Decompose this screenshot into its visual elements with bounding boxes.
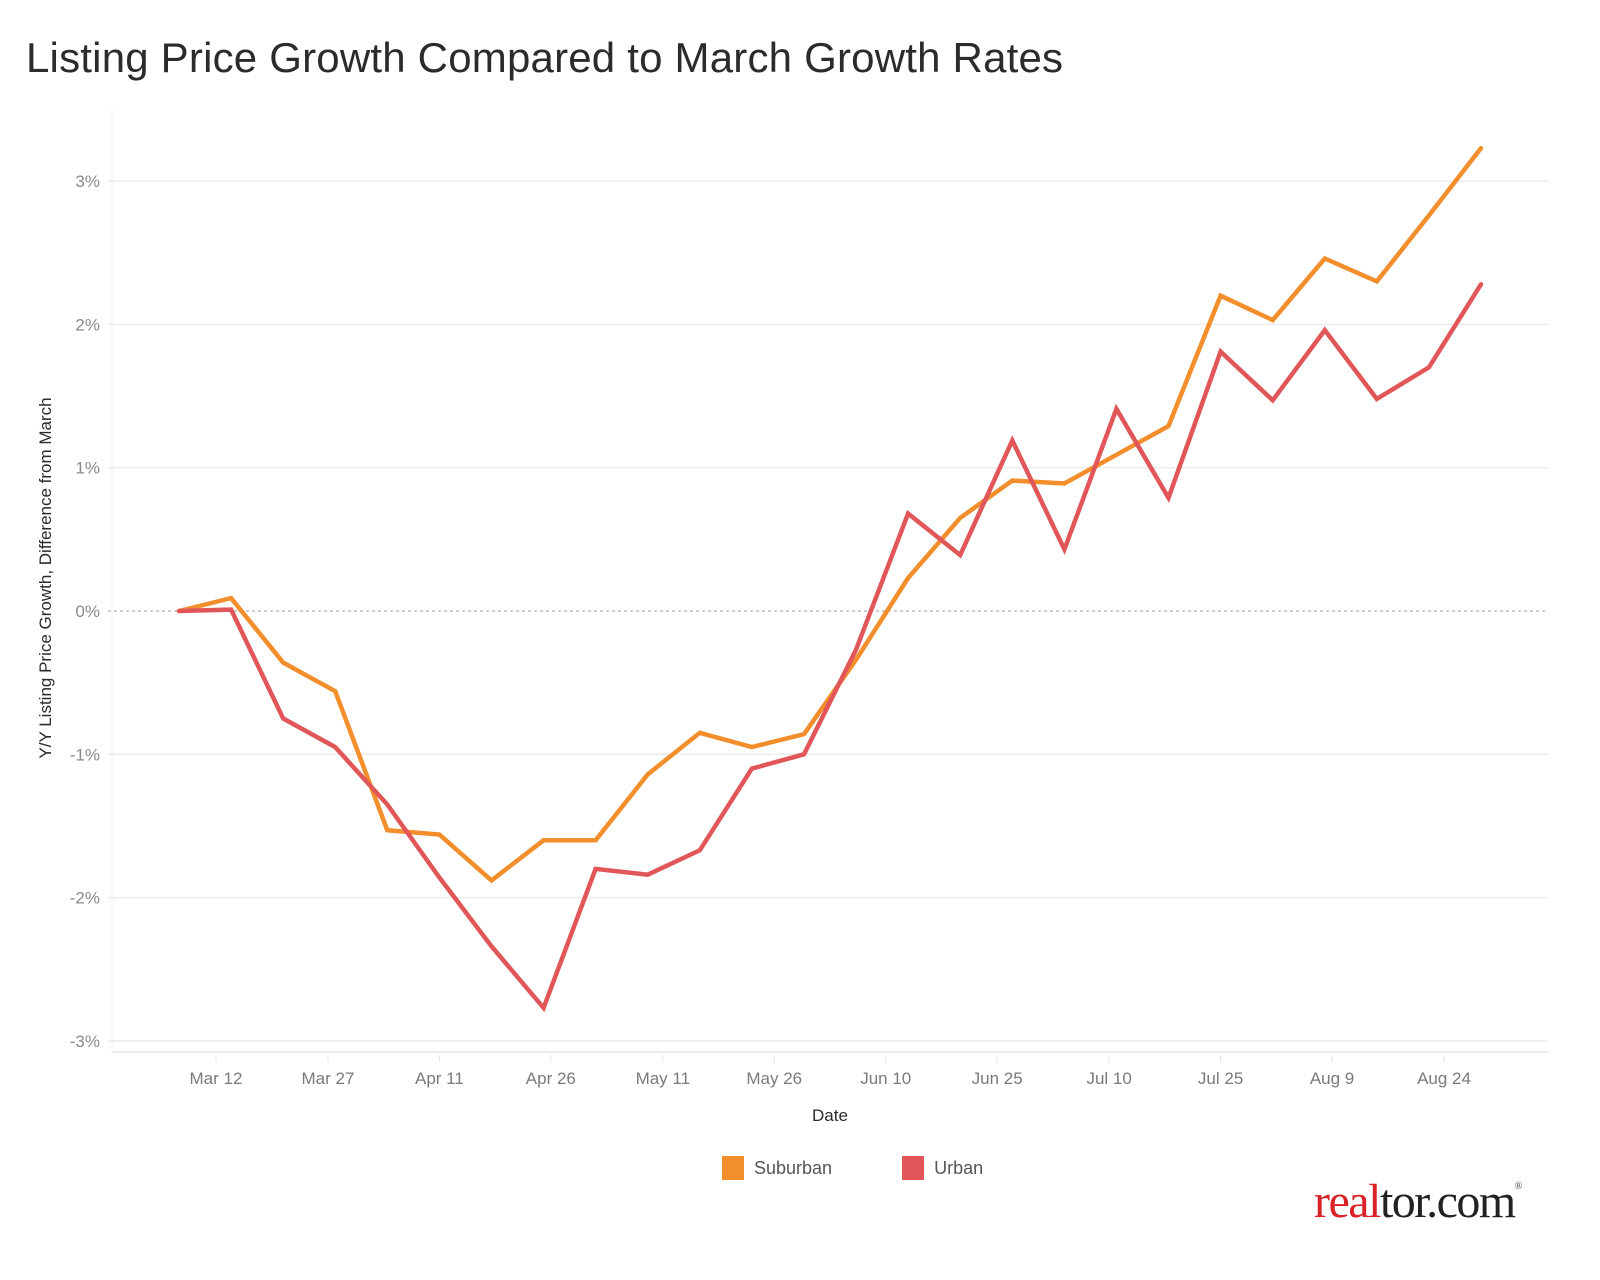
- logo-part-real: real: [1314, 1175, 1381, 1228]
- legend: Suburban Urban: [722, 1156, 983, 1180]
- x-tick-label: Jun 10: [860, 1069, 911, 1088]
- y-axis: 3% 2% 1% 0% -1% -2% -3%: [70, 172, 100, 1051]
- x-tick-label: Jul 25: [1198, 1069, 1243, 1088]
- x-tick-label: Aug 9: [1310, 1069, 1354, 1088]
- chart-title: Listing Price Growth Compared to March G…: [26, 34, 1064, 81]
- legend-swatch-urban: [902, 1156, 925, 1180]
- x-tick-label: Apr 26: [526, 1069, 576, 1088]
- logo-part-tor: tor.com: [1379, 1175, 1516, 1228]
- y-tick-label: 2%: [75, 315, 100, 334]
- registered-mark: ®: [1514, 1181, 1523, 1192]
- x-tick-label: Jul 10: [1086, 1069, 1131, 1088]
- x-tick-label: May 11: [636, 1069, 691, 1088]
- x-axis-title: Date: [812, 1106, 848, 1125]
- x-tick-label: Mar 12: [190, 1069, 243, 1088]
- x-tick-label: Mar 27: [301, 1069, 354, 1088]
- series-line-suburban[interactable]: [176, 145, 1484, 884]
- legend-label-suburban: Suburban: [754, 1157, 833, 1178]
- series-line-urban[interactable]: [176, 282, 1484, 1013]
- legend-item-suburban[interactable]: Suburban: [722, 1156, 832, 1180]
- x-tick-label: Aug 24: [1417, 1069, 1471, 1088]
- x-axis: Mar 12 Mar 27 Apr 11 Apr 26 May 11 May 26 Jun …: [190, 1055, 1471, 1088]
- x-tick-label: May 26: [746, 1069, 802, 1088]
- y-tick-label: 0%: [75, 602, 100, 621]
- y-tick-label: -3%: [70, 1032, 100, 1051]
- x-tick-label: Apr 11: [415, 1069, 464, 1088]
- y-tick-label: 3%: [75, 172, 100, 191]
- realtor-logo: realtor.com®: [1314, 1175, 1523, 1228]
- y-tick-label: -1%: [70, 745, 100, 764]
- gridlines: [108, 110, 1548, 1053]
- legend-swatch-suburban: [722, 1156, 744, 1180]
- legend-item-urban[interactable]: Urban: [902, 1156, 983, 1180]
- legend-label-urban: Urban: [934, 1157, 984, 1178]
- y-tick-label: -2%: [70, 889, 100, 908]
- y-tick-label: 1%: [75, 459, 100, 478]
- series-lines: [176, 145, 1484, 1013]
- x-tick-label: Jun 25: [972, 1069, 1023, 1088]
- y-axis-title: Y/Y Listing Price Growth, Difference fro…: [36, 397, 55, 758]
